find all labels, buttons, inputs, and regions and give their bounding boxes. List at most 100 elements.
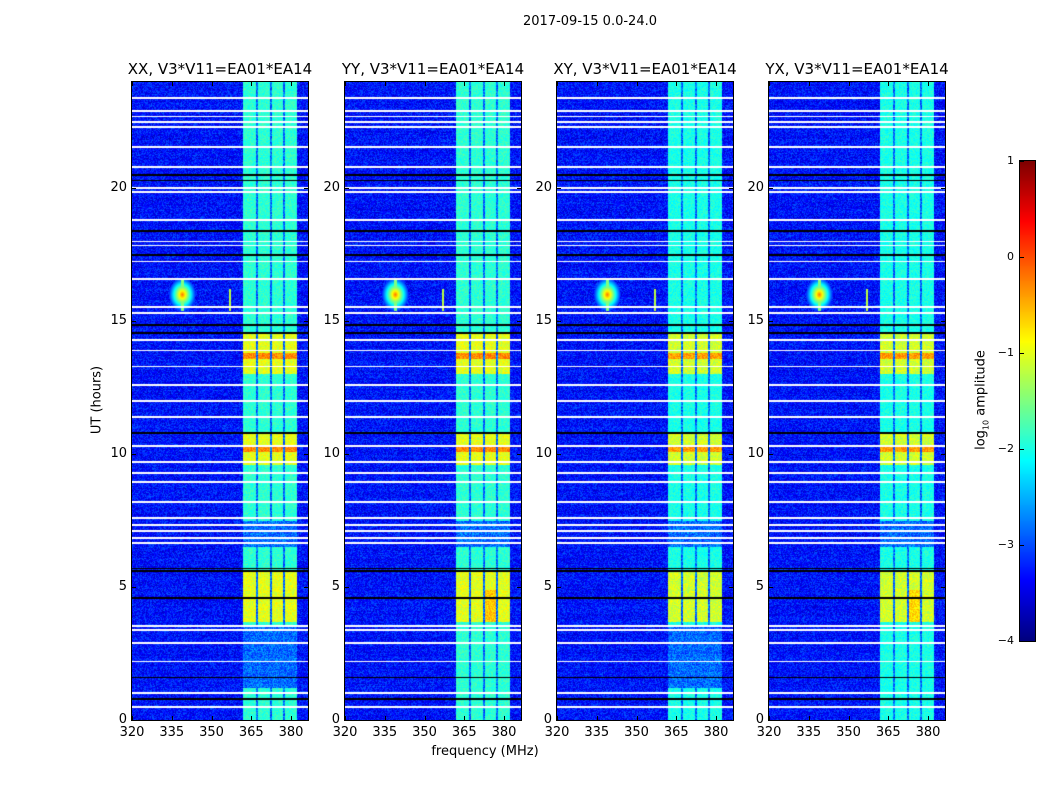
x-tick-label: 365	[875, 725, 901, 740]
tick-y-right	[941, 321, 945, 323]
waterfall-panel-1: XX, V3*V11=EA01*EA14	[128, 60, 312, 721]
y-axis-label: UT (hours)	[89, 365, 105, 435]
tick-y-left	[769, 454, 773, 456]
tick-x-top	[211, 82, 213, 86]
tick-y-right	[729, 454, 733, 456]
tick-y-right	[941, 720, 945, 721]
tick-x-bottom	[464, 716, 466, 720]
colorbar-tick-label: −1	[997, 346, 1014, 359]
tick-x-bottom	[928, 716, 930, 720]
y-tick-label: 5	[755, 579, 764, 595]
tick-y-right	[304, 587, 308, 589]
x-tick-label: 335	[796, 725, 822, 740]
y-tick-label: 5	[331, 579, 340, 595]
colorbar-tick	[1020, 353, 1024, 354]
x-tick-label: 350	[199, 725, 224, 740]
colorbar-tick-label: −3	[997, 538, 1014, 551]
tick-x-bottom	[888, 716, 890, 720]
y-tick-label: 20	[323, 180, 340, 196]
y-tick-label: 10	[535, 446, 552, 462]
tick-y-right	[941, 188, 945, 190]
y-tick-label: 0	[118, 712, 127, 727]
tick-x-top	[464, 82, 466, 86]
tick-y-left	[345, 321, 349, 323]
tick-x-bottom	[251, 716, 253, 720]
y-tick-label: 10	[323, 446, 340, 462]
tick-y-left	[132, 321, 136, 323]
colorbar-tick	[1020, 641, 1024, 642]
tick-x-top	[384, 82, 386, 86]
y-tick-label: 20	[747, 180, 764, 196]
tick-y-right	[729, 321, 733, 323]
tick-y-left	[769, 587, 773, 589]
x-tick-label: 380	[915, 725, 941, 740]
tick-y-left	[132, 454, 136, 456]
y-tick-label: 20	[110, 180, 127, 196]
y-tick-label: 15	[535, 313, 552, 329]
y-tick-label: 0	[755, 712, 764, 727]
y-tick-label: 15	[747, 313, 764, 329]
tick-y-right	[304, 720, 308, 721]
tick-x-bottom	[848, 716, 850, 720]
panel-title: YY, V3*V11=EA01*EA14	[341, 60, 525, 78]
x-tick-label: 320	[119, 725, 145, 740]
x-tick-label: 335	[584, 725, 610, 740]
waterfall-panel-2: YY, V3*V11=EA01*EA14	[342, 60, 524, 721]
colorbar-tick-label: 1	[1007, 154, 1014, 167]
tick-y-left	[132, 720, 136, 721]
tick-x-top	[557, 82, 558, 86]
tick-x-bottom	[676, 716, 678, 720]
panel-title: YX, V3*V11=EA01*EA14	[765, 60, 949, 78]
tick-y-right	[517, 587, 521, 589]
tick-x-top	[251, 82, 253, 86]
colorbar-tick-label: 0	[1007, 250, 1014, 263]
x-tick-label: 365	[451, 725, 477, 740]
tick-y-right	[304, 188, 308, 190]
figure-title: 2017-09-15 0.0-24.0	[523, 14, 657, 29]
tick-x-bottom	[384, 716, 386, 720]
tick-x-bottom	[808, 716, 810, 720]
tick-y-left	[557, 720, 561, 721]
tick-y-left	[345, 587, 349, 589]
tick-x-bottom	[769, 716, 770, 720]
tick-x-bottom	[345, 716, 346, 720]
tick-y-right	[517, 720, 521, 721]
tick-x-bottom	[504, 716, 506, 720]
tick-x-bottom	[132, 716, 133, 720]
colorbar-tick	[1020, 161, 1024, 162]
x-tick-label: 335	[372, 725, 398, 740]
panel-title: XX, V3*V11=EA01*EA14	[127, 60, 313, 78]
heatmap-image	[345, 82, 521, 720]
y-tick-label: 15	[110, 313, 127, 329]
heatmap-image	[557, 82, 733, 720]
x-tick-label: 380	[278, 725, 304, 740]
tick-x-top	[716, 82, 718, 86]
tick-y-right	[304, 321, 308, 323]
tick-x-top	[504, 82, 506, 86]
tick-y-left	[345, 454, 349, 456]
tick-x-top	[132, 82, 133, 86]
x-tick-label: 350	[624, 725, 649, 740]
colorbar-label: log10 amplitude	[973, 350, 991, 450]
waterfall-panel-4: YX, V3*V11=EA01*EA14	[765, 60, 949, 721]
x-tick-label: 320	[756, 725, 782, 740]
colorbar-tick-label: −4	[997, 634, 1014, 647]
tick-y-left	[557, 188, 561, 190]
x-tick-label: 380	[703, 725, 729, 740]
tick-x-top	[808, 82, 810, 86]
tick-x-top	[676, 82, 678, 86]
waterfall-panel-3: XY, V3*V11=EA01*EA14	[553, 60, 737, 721]
tick-y-left	[345, 720, 349, 721]
tick-y-left	[557, 321, 561, 323]
heatmap-image	[132, 82, 308, 720]
tick-x-bottom	[424, 716, 426, 720]
tick-y-right	[304, 454, 308, 456]
heatmap-image	[769, 82, 945, 720]
tick-x-bottom	[716, 716, 718, 720]
y-tick-label: 15	[323, 313, 340, 329]
y-tick-label: 0	[543, 712, 552, 727]
tick-x-bottom	[291, 716, 293, 720]
tick-y-right	[941, 587, 945, 589]
tick-x-top	[928, 82, 930, 86]
tick-x-top	[171, 82, 173, 86]
